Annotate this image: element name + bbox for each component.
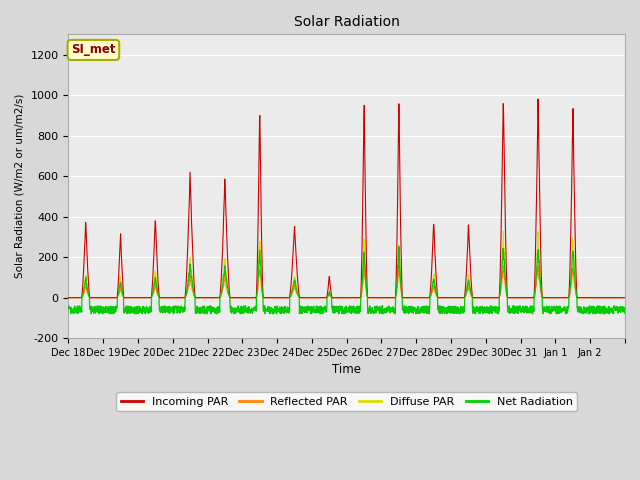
Y-axis label: Solar Radiation (W/m2 or um/m2/s): Solar Radiation (W/m2 or um/m2/s) — [15, 94, 25, 278]
X-axis label: Time: Time — [332, 363, 361, 376]
Legend: Incoming PAR, Reflected PAR, Diffuse PAR, Net Radiation: Incoming PAR, Reflected PAR, Diffuse PAR… — [116, 392, 577, 411]
Text: SI_met: SI_met — [71, 44, 116, 57]
Title: Solar Radiation: Solar Radiation — [294, 15, 399, 29]
